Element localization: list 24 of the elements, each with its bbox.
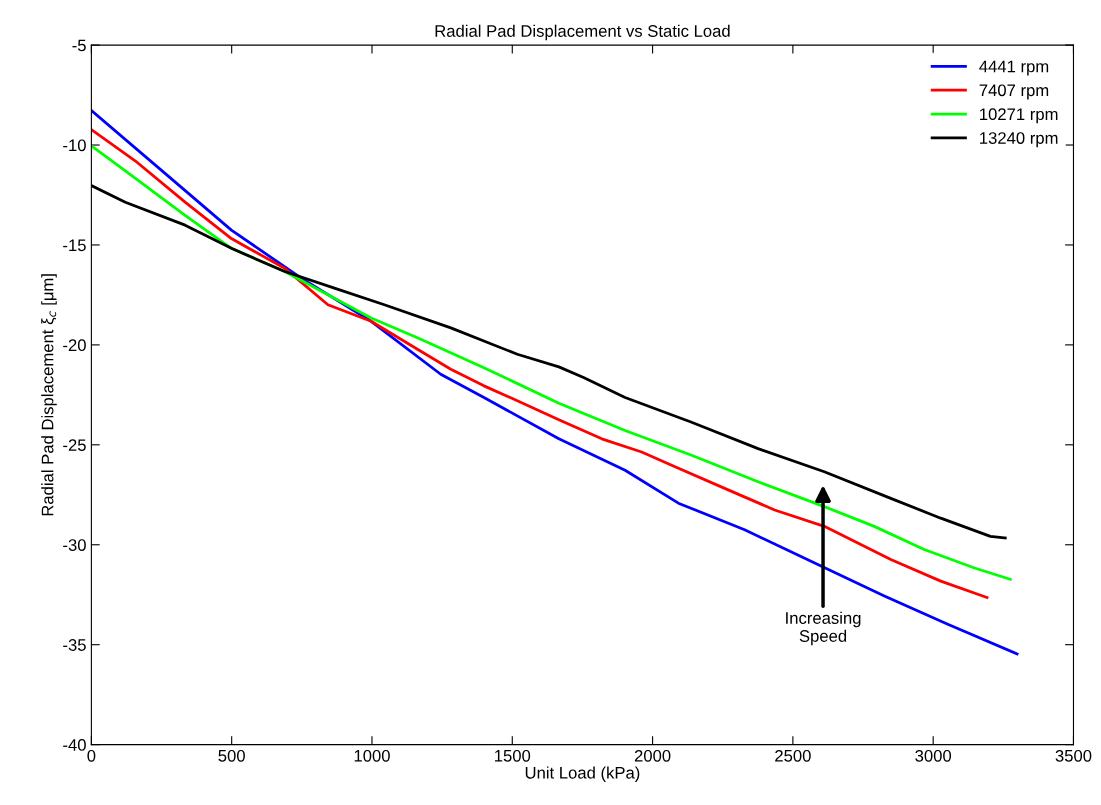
y-tick-label: -25 xyxy=(63,439,86,452)
y-tick-label: -20 xyxy=(63,339,86,352)
x-tick-label: 2000 xyxy=(634,749,671,762)
annotation: Increasing Speed xyxy=(786,611,861,646)
x-axis-title: Unit Load (kPa) xyxy=(525,766,640,782)
legend-label: 7407 rpm xyxy=(979,84,1049,100)
y-tick-label: -5 xyxy=(72,39,86,52)
chart-title: Radial Pad Displacement vs Static Load xyxy=(435,24,730,41)
x-tick-label: 1500 xyxy=(495,749,531,762)
legend-label: 13240 rpm xyxy=(980,132,1058,148)
y-tick-label: -40 xyxy=(63,739,86,751)
y-tick-label: -35 xyxy=(63,639,86,651)
x-tick-label: 1000 xyxy=(354,749,390,762)
y-tick-label: -10 xyxy=(63,139,86,152)
y-tick-label: -30 xyxy=(63,539,86,551)
y-axis-title: Radial Pad Displacement ξ$_{c}$ [μm] xyxy=(41,274,57,516)
legend-label: 4441 rpm xyxy=(979,60,1049,76)
x-tick-label: 3500 xyxy=(1055,749,1092,762)
x-tick-label: 3000 xyxy=(915,749,952,762)
x-tick-label: 0 xyxy=(87,749,96,762)
y-tick-label: -15 xyxy=(63,239,86,252)
legend-label: 10271 rpm xyxy=(980,108,1058,124)
x-tick-label: 2500 xyxy=(775,749,811,762)
x-tick-label: 500 xyxy=(218,749,245,762)
